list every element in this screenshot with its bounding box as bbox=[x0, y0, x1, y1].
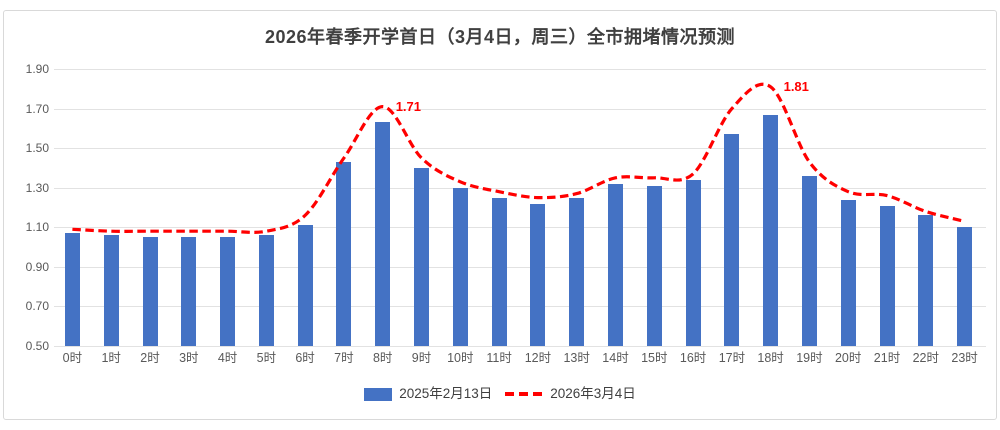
bar-7时 bbox=[336, 162, 352, 346]
bar-10时 bbox=[452, 187, 468, 346]
x-tick-label: 4时 bbox=[217, 351, 238, 365]
x-tick-label: 23时 bbox=[951, 351, 978, 365]
bar-14时 bbox=[608, 183, 623, 346]
y-tick-label: 0.70 bbox=[25, 299, 49, 314]
gridline bbox=[54, 306, 986, 308]
bar-13时 bbox=[569, 197, 585, 346]
bar-5时 bbox=[258, 235, 274, 346]
peak-annotation: 1.71 bbox=[395, 98, 421, 114]
gridline bbox=[54, 346, 986, 347]
y-tick-label: 1.30 bbox=[25, 180, 49, 195]
x-tick-label: 8时 bbox=[372, 351, 393, 365]
x-tick-label: 16时 bbox=[679, 351, 707, 365]
y-tick-label: 1.10 bbox=[25, 220, 49, 235]
bar-3时 bbox=[181, 237, 197, 346]
bar-12时 bbox=[530, 203, 546, 346]
bar-0时 bbox=[64, 233, 80, 346]
x-tick-label: 12时 bbox=[524, 351, 552, 365]
bar-23时 bbox=[957, 227, 973, 346]
bar-21时 bbox=[879, 205, 895, 346]
x-tick-label: 3时 bbox=[179, 351, 199, 365]
gridline bbox=[54, 187, 986, 189]
bar-8时 bbox=[375, 122, 391, 346]
legend-bar-swatch bbox=[364, 387, 393, 401]
x-tick-label: 1时 bbox=[101, 351, 121, 365]
y-tick-label: 1.50 bbox=[25, 141, 49, 156]
forecast-line-2026 bbox=[72, 82, 966, 234]
x-tick-label: 5时 bbox=[256, 351, 277, 365]
x-tick-label: 13时 bbox=[563, 351, 590, 365]
peak-annotation: 1.81 bbox=[783, 78, 809, 94]
legend-line-label: 2026年3月4日 bbox=[550, 386, 636, 401]
bar-6时 bbox=[297, 225, 313, 346]
legend-bar-label: 2025年2月13日 bbox=[399, 386, 493, 401]
x-tick-label: 17时 bbox=[718, 351, 746, 365]
y-tick-label: 0.90 bbox=[25, 259, 49, 274]
bar-20时 bbox=[840, 199, 856, 346]
bar-1时 bbox=[103, 235, 119, 346]
bar-16时 bbox=[685, 179, 701, 346]
bar-18时 bbox=[763, 114, 779, 346]
x-tick-label: 0时 bbox=[62, 351, 83, 365]
gridline bbox=[54, 69, 986, 70]
gridline bbox=[54, 148, 986, 150]
bar-11时 bbox=[491, 197, 507, 346]
x-tick-label: 6时 bbox=[295, 351, 315, 365]
x-tick-label: 19时 bbox=[796, 351, 823, 365]
y-tick-label: 1.70 bbox=[25, 101, 49, 116]
x-tick-label: 18时 bbox=[757, 351, 784, 365]
chart-frame: 2026年春季开学首日（3月4日，周三）全市拥堵情况预测 0.50 0.70 0.9… bbox=[3, 10, 997, 420]
bar-19时 bbox=[801, 175, 817, 346]
x-tick-label: 15时 bbox=[641, 351, 668, 365]
x-tick-label: 20时 bbox=[834, 351, 862, 365]
bar-9时 bbox=[414, 167, 429, 346]
bar-4时 bbox=[220, 237, 236, 346]
x-tick-label: 22时 bbox=[912, 351, 939, 365]
y-tick-label: 0.50 bbox=[25, 339, 49, 353]
bar-15时 bbox=[646, 185, 662, 346]
x-tick-label: 9时 bbox=[411, 351, 432, 365]
legend-line-swatch bbox=[505, 392, 544, 396]
x-tick-label: 7时 bbox=[334, 351, 354, 365]
x-tick-label: 14时 bbox=[602, 351, 629, 365]
bar-17时 bbox=[724, 134, 740, 346]
x-tick-label: 10时 bbox=[447, 351, 474, 365]
x-tick-label: 21时 bbox=[873, 351, 901, 365]
gridline bbox=[54, 266, 986, 268]
bar-22时 bbox=[918, 215, 934, 346]
bar-2时 bbox=[142, 237, 158, 346]
x-tick-label: 2时 bbox=[140, 351, 160, 365]
x-tick-label: 11时 bbox=[486, 351, 512, 365]
chart-title: 2026年春季开学首日（3月4日，周三）全市拥堵情况预测 bbox=[264, 27, 736, 47]
gridline bbox=[54, 108, 986, 110]
legend: 2025年2月13日 2026年3月4日 bbox=[4, 385, 996, 403]
y-tick-label: 1.90 bbox=[25, 62, 49, 76]
